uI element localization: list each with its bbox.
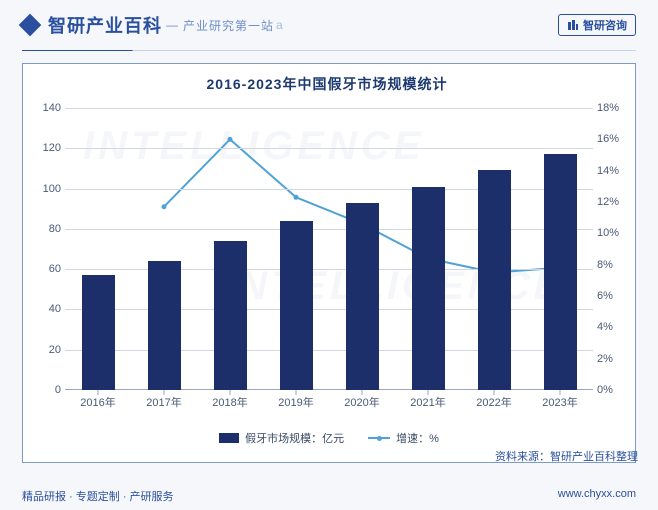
legend-label-bar: 假牙市场规模：亿元 [245,430,344,446]
gridline [65,309,593,310]
y1-tick-label: 120 [33,142,61,154]
x-tick-label: 2017年 [139,394,189,410]
source-line: 资料来源：智研产业百科整理 [495,448,638,464]
header-divider [22,50,636,51]
legend-swatch-line [368,437,390,439]
y2-tick-label: 6% [597,290,629,302]
bar [544,154,577,390]
logo-text: 智研咨询 [583,17,627,33]
x-tick [230,390,231,395]
y1-tick-label: 140 [33,102,61,114]
y1-tick-label: 100 [33,183,61,195]
y2-tick-label: 8% [597,259,629,271]
gridline [65,229,593,230]
bar [346,203,379,390]
footer-left: 精品研报 · 专题定制 · 产研服务 [22,488,174,504]
bar [82,275,115,390]
x-tick [98,390,99,395]
source-prefix: 资料来源： [495,451,550,463]
y1-tick-label: 40 [33,303,61,315]
bar [280,221,313,390]
source-text: 智研产业百科整理 [550,451,638,463]
y2-tick-label: 12% [597,196,629,208]
header-title-sub: 产业研究第一站 [183,17,274,34]
x-tick-label: 2019年 [271,394,321,410]
y1-tick-label: 0 [33,384,61,396]
legend: 假牙市场规模：亿元 增速：% [23,430,635,446]
chart-container: 2016-2023年中国假牙市场规模统计 INTELLIGENCE INTELL… [22,63,636,463]
gridline [65,108,593,109]
gridline [65,350,593,351]
y2-tick-label: 4% [597,321,629,333]
header-left: 智研产业百科 — 产业研究第一站 a [22,12,283,38]
gridline [65,148,593,149]
x-tick [296,390,297,395]
plot-area: 0204060801001201400%2%4%6%8%10%12%14%16%… [65,108,593,390]
x-tick-label: 2016年 [73,394,123,410]
x-tick-label: 2022年 [469,394,519,410]
header-dash: — [166,18,179,32]
legend-swatch-bar [219,433,239,443]
y1-tick-label: 20 [33,344,61,356]
y2-tick-label: 0% [597,384,629,396]
bar [148,261,181,390]
page-header: 智研产业百科 — 产业研究第一站 a 智研咨询 [22,12,636,42]
line-series [65,108,593,390]
header-marker-icon [19,14,42,37]
x-tick [560,390,561,395]
bar [214,241,247,390]
y2-tick-label: 14% [597,165,629,177]
x-tick [428,390,429,395]
x-tick-label: 2023年 [535,394,585,410]
x-tick [362,390,363,395]
bar [412,187,445,390]
x-tick-label: 2018年 [205,394,255,410]
y1-tick-label: 60 [33,263,61,275]
header-title-main: 智研产业百科 [48,12,162,38]
x-tick-label: 2021年 [403,394,453,410]
y2-tick-label: 10% [597,227,629,239]
y2-tick-label: 16% [597,133,629,145]
legend-item-bar: 假牙市场规模：亿元 [219,430,344,446]
legend-item-line: 增速：% [368,430,439,446]
x-tick [164,390,165,395]
x-tick-label: 2020年 [337,394,387,410]
logo-icon [567,19,579,31]
footer-right: www.chyxx.com [558,488,636,504]
gridline [65,189,593,190]
chart-title: 2016-2023年中国假牙市场规模统计 [35,74,619,94]
x-tick [494,390,495,395]
header-sub-ext: a [276,18,283,32]
y2-tick-label: 18% [597,102,629,114]
y2-tick-label: 2% [597,353,629,365]
footer: 精品研报 · 专题定制 · 产研服务 www.chyxx.com [22,488,636,504]
bar [478,170,511,390]
gridline [65,269,593,270]
legend-label-line: 增速：% [396,430,439,446]
y1-tick-label: 80 [33,223,61,235]
logo-badge: 智研咨询 [558,14,636,36]
